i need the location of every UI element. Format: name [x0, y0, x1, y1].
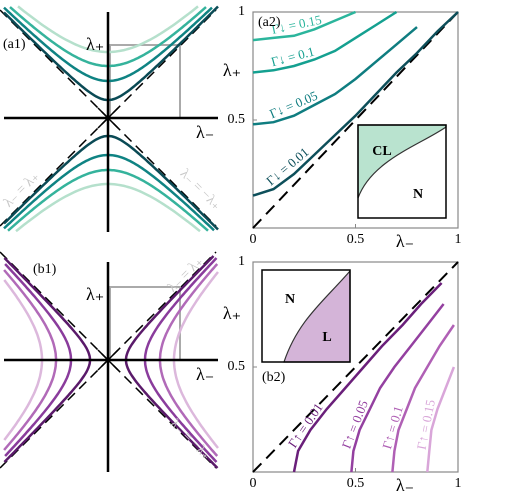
asymptote-label: λ₋ = −λ₊ [177, 166, 224, 213]
x-tick-label: 0.5 [347, 232, 365, 247]
inset-frame [261, 269, 351, 363]
series-line [252, 10, 398, 74]
inset-label: N [285, 292, 295, 307]
y-tick-label: 0.5 [228, 112, 246, 127]
x-axis-label: λ₋ [396, 231, 414, 251]
hyperbola [3, 134, 219, 231]
panel-label: (b1) [33, 262, 57, 277]
x-axis-label: λ₋ [196, 364, 214, 384]
series-line [391, 324, 455, 473]
panel-label: (b2) [262, 370, 286, 385]
series-label: Γ↓ = 0.01 [263, 144, 311, 188]
y-axis-label: λ₊ [86, 34, 104, 54]
y-tick-label: 1 [238, 254, 245, 269]
inset-label: CL [372, 144, 391, 159]
series-label: Γ↑ = 0.01 [285, 400, 326, 450]
y-axis-label: λ₊ [86, 284, 104, 304]
y-tick-label: 1 [238, 4, 245, 19]
x-axis-label: λ₋ [396, 475, 414, 495]
panel-label: (a1) [3, 37, 26, 52]
x-tick-label: 0 [250, 476, 257, 491]
y-tick-label: 0.5 [228, 359, 246, 374]
series-line [292, 282, 443, 473]
inset-label: N [413, 187, 423, 202]
cross [97, 349, 119, 371]
series-label: Γ↑ = 0.05 [339, 398, 371, 451]
y-axis-label: λ₊ [223, 60, 241, 80]
series-line [252, 11, 459, 197]
series-line [252, 26, 418, 126]
diagonal [252, 261, 459, 473]
x-axis-label: λ₋ [196, 122, 214, 142]
y-axis-label: λ₊ [223, 303, 241, 323]
series-label: Γ↑ = 0.1 [379, 404, 406, 451]
inset-frame [357, 124, 447, 219]
panel-label: (a2) [258, 15, 281, 30]
diagonal [252, 11, 459, 229]
series-line [350, 303, 445, 473]
series-line [252, 10, 356, 42]
x-tick-label: 0.5 [347, 476, 365, 491]
series-line [426, 366, 456, 473]
inset-label: L [322, 330, 331, 345]
x-tick-label: 1 [455, 476, 462, 491]
cross [97, 107, 119, 129]
series-label: Γ↑ = 0.15 [414, 398, 438, 451]
hyperbola [124, 255, 219, 469]
x-tick-label: 0 [250, 232, 257, 247]
x-tick-label: 1 [455, 232, 462, 247]
hyperbola [3, 5, 219, 102]
